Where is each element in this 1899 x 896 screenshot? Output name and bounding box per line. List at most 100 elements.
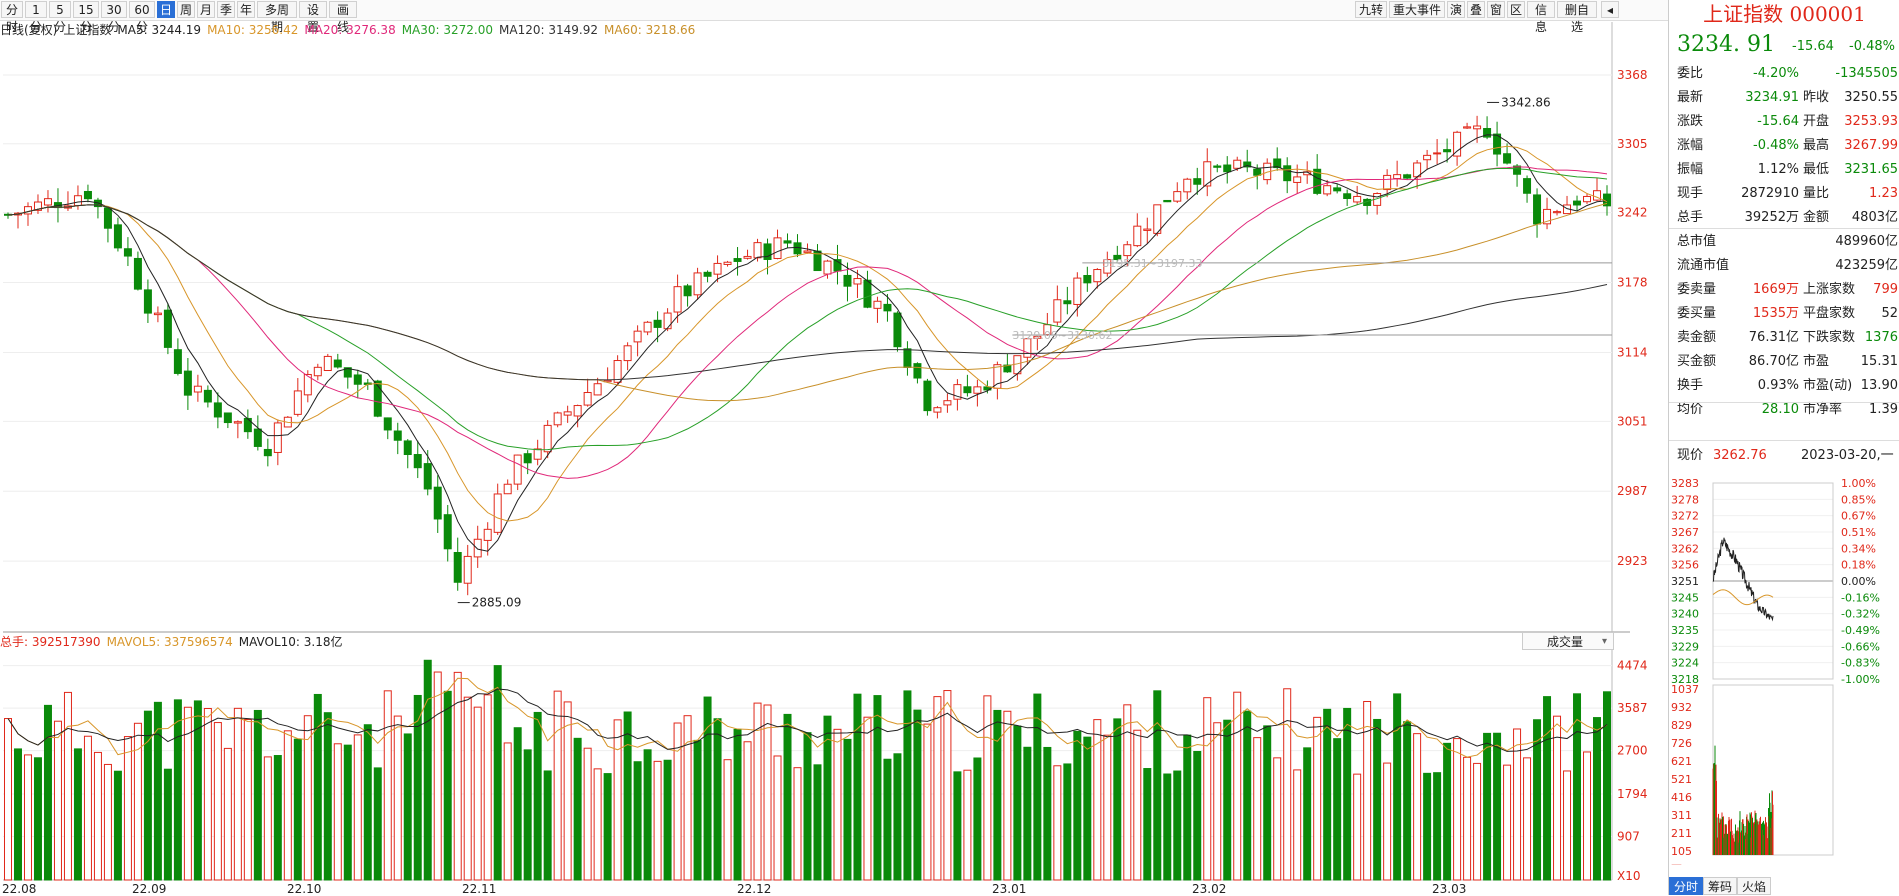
candle-body — [823, 260, 832, 275]
kline-chart[interactable]: 3368 3305 3242 3178 3114 3051 2987 2923 3342.86 2… — [0, 0, 1668, 895]
volume-bar — [1313, 716, 1322, 881]
side-tab-2[interactable]: 火焰 — [1737, 877, 1771, 895]
intraday-mini-chart[interactable]: 3283 3278 3272 3267 3262 3256 3251 3245 3240 3235… — [1669, 445, 1899, 865]
period-tab-8[interactable]: 月 — [197, 1, 215, 18]
volume-bar — [463, 696, 472, 881]
volume-bar — [1003, 710, 1012, 881]
candle-body — [723, 261, 732, 265]
candle-body — [1333, 187, 1342, 192]
candle-body — [73, 195, 82, 206]
tool-button-6[interactable]: 信息 — [1527, 1, 1555, 34]
quote-value-2: 13.90 — [1860, 378, 1898, 393]
quote-value-2: 3253.93 — [1844, 114, 1898, 129]
tool-button-1[interactable]: 重大事件 — [1389, 1, 1445, 18]
current-price-row: 现价 3262.76 2023-03-20,一 — [1669, 444, 1899, 468]
volume-bar — [73, 748, 82, 881]
candle-body — [623, 345, 632, 362]
volume-bar — [593, 768, 602, 881]
volume-bar — [1443, 742, 1452, 881]
tool-button-4[interactable]: 窗 — [1487, 1, 1505, 18]
mini-vol-tick-9: 105 — [1671, 845, 1692, 858]
date-tick-2: 22.10 — [287, 882, 321, 895]
mini-pct-tick-11: -0.83% — [1841, 657, 1880, 670]
period-tab-1[interactable]: 1分 — [25, 1, 47, 34]
quote-row-2: 涨跌 -15.64 开盘 3253.93 — [1669, 110, 1899, 134]
candle-body — [1263, 162, 1272, 181]
ma-legend: 日线(复权) 上证指数 MA5: 3244.19 MA10: 3256.42 MA20:… — [0, 21, 701, 39]
candle-body — [773, 237, 782, 259]
quote-row-10: 委买量 1535万 平盘家数 52 — [1669, 302, 1899, 326]
period-tab-3[interactable]: 15分 — [73, 1, 99, 34]
volume-bar — [1073, 730, 1082, 881]
candle-body — [383, 417, 392, 431]
candle-body — [283, 416, 292, 428]
candle-body — [143, 289, 152, 314]
period-tab-7[interactable]: 周 — [177, 1, 195, 18]
period-tab-0[interactable]: 分时 — [1, 1, 23, 34]
candle-body — [673, 286, 682, 313]
volume-bar — [823, 715, 832, 881]
candle-body — [633, 330, 642, 343]
candle-body — [1363, 198, 1372, 206]
mini-vol-tick-5: 521 — [1671, 773, 1692, 786]
date-tick-5: 23.01 — [992, 882, 1026, 895]
candle-body — [43, 198, 52, 206]
collapse-icon[interactable]: ◂ — [1601, 1, 1619, 18]
volume-bar — [623, 711, 632, 881]
volume-bar — [633, 761, 642, 881]
tool-button-3[interactable]: 叠 — [1467, 1, 1485, 18]
quote-value-2: 4803亿 — [1851, 210, 1898, 225]
mini-price-tick-6: 3251 — [1671, 575, 1699, 588]
volume-bar — [753, 702, 762, 881]
volume-bar — [583, 747, 592, 881]
candle-body — [453, 552, 462, 583]
side-tab-1[interactable]: 筹码 — [1703, 877, 1737, 895]
volume-bar — [1453, 738, 1462, 881]
quote-row-6: 总手 39252万 金额 4803亿 — [1669, 206, 1899, 230]
period-tab-6[interactable]: 日 — [157, 1, 175, 18]
tool-button-0[interactable]: 九转 — [1355, 1, 1387, 18]
quote-label-2: 金额 — [1803, 210, 1830, 225]
mini-pct-tick-7: -0.16% — [1841, 591, 1880, 604]
volume-bar — [703, 696, 712, 881]
ma30-line — [7, 167, 1608, 451]
candle-body — [113, 224, 122, 249]
period-tab-2[interactable]: 5分 — [49, 1, 71, 34]
candle-body — [1563, 204, 1572, 215]
period-tab-9[interactable]: 季 — [217, 1, 235, 18]
candle-body — [933, 407, 942, 413]
candle-body — [1043, 324, 1052, 336]
quote-label: 买金额 — [1677, 354, 1717, 369]
side-tab-0[interactable]: 分时 — [1669, 877, 1703, 895]
mini-price-tick-10: 3229 — [1671, 640, 1699, 653]
candle-body — [1583, 195, 1592, 203]
indicator-select[interactable]: 成交量 — [1522, 632, 1614, 651]
period-tab-10[interactable]: 年 — [237, 1, 255, 18]
volume-bar — [563, 701, 572, 881]
candle-body — [1183, 178, 1192, 193]
mavol10-value: MAVOL10: 3.18亿 — [238, 635, 343, 649]
volume-bar — [683, 715, 692, 881]
volume-bar — [233, 707, 242, 881]
price-change-pct: -0.48% — [1849, 39, 1895, 54]
volume-bar — [103, 763, 112, 881]
quote-label-2: 下跌家数 — [1803, 330, 1856, 345]
period-tab-13[interactable]: 画线 — [329, 1, 357, 34]
volume-bar — [1483, 732, 1492, 881]
tool-button-7[interactable]: 删自选 — [1557, 1, 1597, 34]
volume-bar — [553, 690, 562, 881]
volume-bar — [723, 759, 732, 881]
period-tab-11[interactable]: 多周期 — [257, 1, 297, 34]
period-tab-12[interactable]: 设置 — [299, 1, 327, 34]
period-tab-4[interactable]: 30分 — [101, 1, 127, 34]
quote-label: 总手 — [1677, 210, 1704, 225]
tool-button-2[interactable]: 演 — [1447, 1, 1465, 18]
tool-button-5[interactable]: 区 — [1507, 1, 1525, 18]
high-label: 3342.86 — [1501, 95, 1551, 109]
quote-label-2: 市盈(动) — [1803, 378, 1853, 393]
volume-bar — [773, 755, 782, 881]
period-tab-5[interactable]: 60分 — [129, 1, 155, 34]
volume-bar — [1233, 691, 1242, 881]
candle-body — [733, 258, 742, 262]
quote-value-2: 15.31 — [1860, 354, 1898, 369]
